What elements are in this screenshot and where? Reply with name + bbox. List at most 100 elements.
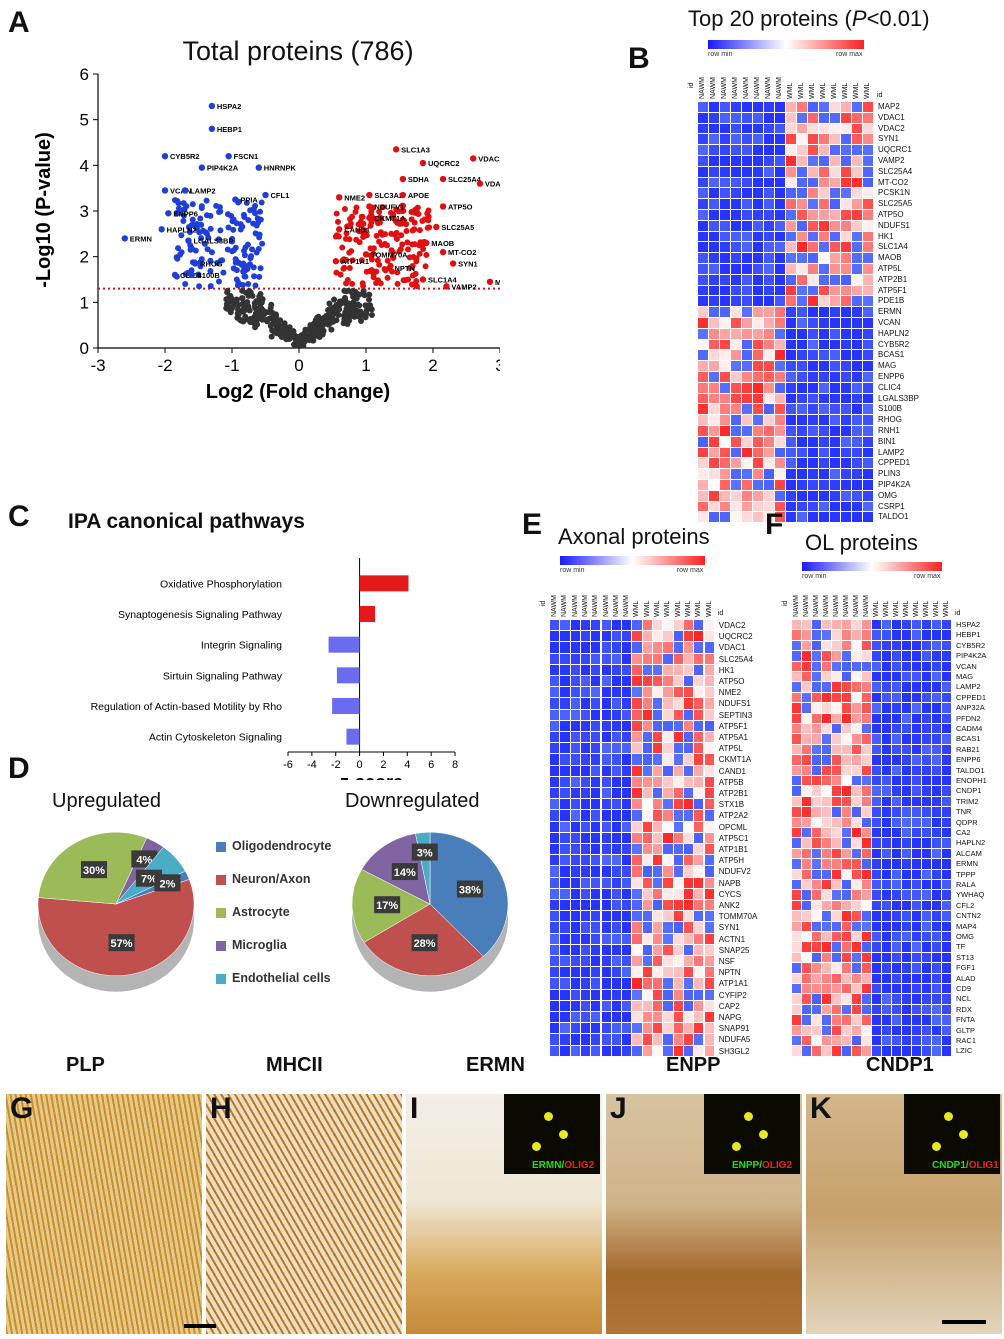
heatmap-cell — [797, 231, 807, 242]
heatmap-cell — [830, 512, 840, 523]
heatmap-cell — [872, 630, 881, 640]
heatmap-cell — [753, 296, 763, 307]
heatmap-cell — [698, 231, 708, 242]
heatmap-cell — [632, 810, 642, 821]
heatmap-cell — [822, 1004, 831, 1015]
legend-swatch — [216, 875, 226, 885]
heatmap-cell — [862, 651, 871, 661]
heatmap-cell — [872, 932, 881, 942]
panel-label-j: J — [610, 1092, 627, 1125]
heatmap-cell — [797, 210, 807, 220]
heatmap-cell — [632, 765, 642, 776]
heatmap-row-label: ENOPH1 — [956, 776, 987, 785]
ipa-x-tick-label: 4 — [404, 759, 410, 771]
heatmap-cell — [764, 199, 774, 209]
heatmap-cell — [797, 350, 807, 361]
heatmap-cell — [720, 512, 730, 523]
volcano-label-up: NPTN — [394, 264, 414, 273]
fluorescent-cell — [532, 1142, 541, 1151]
heatmap-row-label: TF — [956, 942, 966, 952]
heatmap-cell — [819, 404, 829, 415]
heatmap-cell — [942, 869, 951, 879]
volcano-label-down: RHOG — [200, 260, 223, 269]
volcano-point-up — [413, 278, 420, 285]
volcano-label-down: PPIA — [240, 196, 258, 205]
heatmap-cell — [611, 788, 622, 799]
heatmap-cell — [622, 642, 632, 653]
heatmap-cell — [832, 817, 841, 827]
heatmap-cell — [797, 404, 807, 415]
heatmap-cell — [683, 933, 694, 944]
heatmap-cell — [775, 458, 785, 469]
heatmap-cell — [673, 967, 683, 978]
heatmap-cell — [611, 732, 622, 743]
heatmap-column-header: WML — [633, 600, 641, 617]
heatmap-cell — [580, 653, 591, 664]
heatmap-cell — [832, 1015, 841, 1025]
heatmap-cell — [622, 653, 632, 664]
volcano-point-down — [262, 191, 269, 199]
heatmap-cell — [742, 447, 752, 458]
volcano-point-up — [352, 208, 359, 215]
heatmap-cell — [830, 112, 840, 123]
heatmap-cell — [819, 361, 829, 371]
heatmap-cell — [882, 786, 891, 796]
heatmap-cell — [731, 177, 741, 188]
heatmap-cell — [812, 900, 821, 911]
heatmap-cell — [802, 848, 811, 859]
heatmap-cell — [642, 922, 652, 933]
heatmap-cell — [932, 900, 941, 911]
heatmap-cell — [942, 640, 951, 651]
pie-downregulated: 38%28%17%14%3% — [351, 831, 509, 992]
heatmap-cell — [694, 642, 704, 653]
heatmap-cell — [797, 264, 807, 274]
heatmap-cell — [570, 732, 580, 743]
heatmap-cell — [797, 112, 807, 123]
heatmap-cell — [786, 102, 796, 112]
heatmap-cell — [753, 350, 763, 361]
heatmap-cell — [698, 307, 708, 317]
heatmap-column-header: WML — [943, 600, 950, 617]
volcano-point-down — [171, 271, 179, 279]
heatmap-cell — [775, 361, 785, 371]
heatmap-cell — [764, 296, 774, 307]
heatmap-cell — [797, 318, 807, 328]
volcano-point-down — [239, 281, 246, 288]
volcano-x-tick-label: -3 — [90, 356, 105, 375]
volcano-label-down: HAPLN2 — [167, 225, 197, 234]
heatmap-cell — [841, 469, 851, 479]
heatmap-cell — [550, 978, 560, 989]
volcano-point-up — [349, 257, 356, 264]
heatmap-cell — [786, 253, 796, 263]
heatmap-cell — [591, 788, 601, 799]
heatmap-cell — [812, 817, 821, 827]
heatmap-cell — [912, 682, 921, 692]
panel-label-f: F — [765, 508, 784, 541]
heatmap-cell — [819, 512, 829, 523]
volcano-point-up — [349, 280, 356, 287]
heatmap-cell — [882, 661, 891, 671]
heatmap-cell — [570, 967, 580, 978]
heatmap-cell — [742, 512, 752, 523]
heatmap-cell — [792, 1004, 801, 1015]
heatmap-cell — [872, 1036, 881, 1046]
heatmap-cell — [698, 458, 708, 469]
heatmap-cell — [764, 188, 774, 199]
heatmap-cell — [731, 393, 741, 404]
heatmap-cell — [922, 651, 931, 661]
heatmap-cell — [653, 1012, 663, 1023]
heatmap-cell — [694, 978, 704, 989]
heatmap-column-header: WML — [893, 600, 900, 617]
heatmap-cell — [601, 620, 611, 631]
heatmap-cell — [764, 285, 774, 296]
heatmap-cell — [872, 755, 881, 765]
heatmap-row-label: RAC1 — [956, 1036, 977, 1045]
heatmap-cell — [792, 848, 801, 859]
heatmap-cell — [731, 220, 741, 231]
heatmap-cell — [802, 796, 811, 807]
heatmap-cell — [683, 956, 694, 967]
heatmap-cell — [560, 989, 570, 1000]
heatmap-cell — [632, 866, 642, 877]
heatmap-cell — [841, 339, 851, 350]
heatmap-cell — [698, 274, 708, 285]
